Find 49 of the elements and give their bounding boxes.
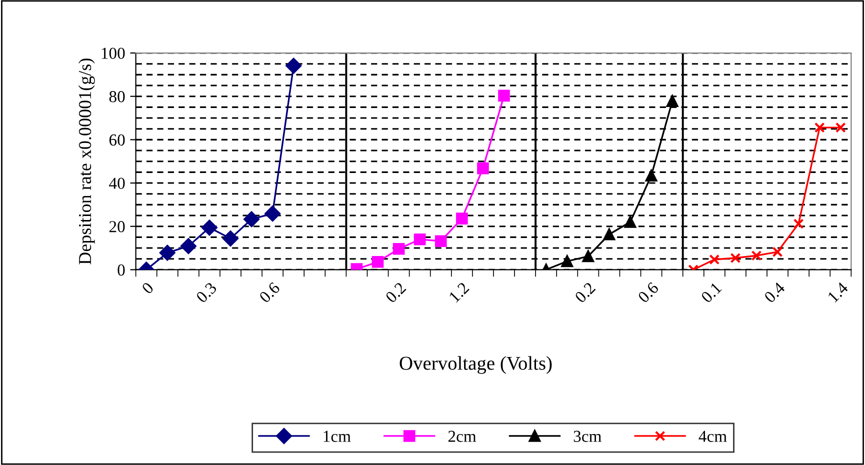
point: [666, 95, 678, 108]
y-tick-label: 60: [109, 134, 125, 146]
x-tick-label: 1.2: [448, 282, 470, 303]
legend-label: 4cm: [698, 430, 727, 442]
point: [730, 252, 741, 264]
point: [477, 162, 489, 174]
point: [264, 206, 280, 222]
point: [244, 211, 260, 228]
point: [222, 230, 238, 246]
point: [645, 170, 658, 182]
point: [835, 122, 846, 133]
y-tick-label: 80: [109, 91, 125, 102]
point: [624, 216, 636, 228]
x-tick-label: 0.2: [384, 282, 406, 304]
y-tick-label: 100: [102, 48, 125, 59]
point: [392, 242, 405, 255]
point: [434, 235, 447, 248]
x-tick-label: 0.3: [196, 282, 218, 304]
point: [159, 244, 176, 261]
point: [180, 238, 196, 254]
legend-label: 1cm: [324, 430, 351, 442]
point: [286, 58, 302, 74]
x-tick-label: 0.6: [258, 282, 281, 304]
x-tick-label: 0.4: [764, 281, 786, 304]
point: [793, 218, 804, 229]
point: [751, 250, 762, 261]
x-tick-label: 0.2: [574, 282, 596, 304]
point: [498, 90, 510, 102]
point: [561, 255, 574, 268]
x-tick-label: 1.4: [827, 281, 849, 303]
y-tick-label: 20: [109, 221, 125, 232]
point: [372, 256, 384, 268]
y-tick-label: 40: [109, 178, 125, 189]
legend-label: 2cm: [448, 430, 476, 442]
point: [414, 233, 426, 246]
point: [772, 246, 783, 258]
point: [456, 212, 468, 224]
point: [709, 254, 720, 265]
point: [603, 228, 616, 240]
point: [814, 122, 825, 133]
x-tick-label: 0: [141, 282, 154, 295]
point: [582, 250, 594, 262]
x-tick-label: 0.1: [700, 282, 722, 304]
y-axis-title: Depsition rate x0.00001(g/s): [78, 58, 95, 264]
point: [202, 220, 218, 236]
y-tick-label: 0: [118, 264, 125, 276]
legend-label: 3cm: [574, 430, 602, 442]
x-axis-title: Overvoltage (Volts): [400, 356, 552, 374]
x-tick-label: 0.6: [637, 282, 660, 304]
